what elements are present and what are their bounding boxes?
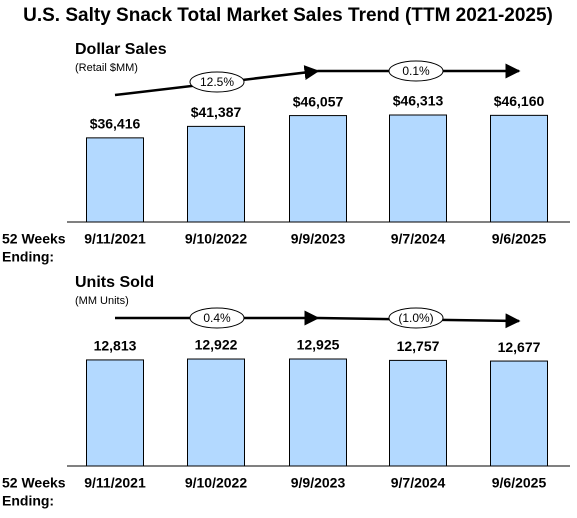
data-label: 12,922	[195, 337, 238, 353]
x-axis-label: Ending:	[2, 249, 54, 265]
chart-title: Units Sold	[75, 274, 154, 291]
annotation: 12.5%	[200, 75, 234, 89]
bar	[86, 137, 144, 223]
chart-subtitle: (MM Units)	[75, 295, 129, 307]
data-label: $41,387	[191, 104, 242, 120]
page-title: U.S. Salty Snack Total Market Sales Tren…	[23, 5, 553, 26]
annotation-oval	[189, 307, 245, 329]
bar	[490, 360, 548, 467]
data-label: 12,677	[498, 339, 541, 355]
data-label: 12,813	[94, 338, 137, 354]
bar	[86, 359, 144, 467]
x-tick-label: 9/7/2024	[391, 475, 446, 491]
data-label: $36,416	[90, 116, 141, 132]
annotation: (1.0%)	[398, 311, 433, 325]
x-tick-label: 9/11/2021	[84, 231, 146, 247]
data-label: 12,757	[397, 338, 440, 354]
x-tick-label: 9/6/2025	[492, 475, 547, 491]
x-axis-label: Ending:	[2, 493, 54, 509]
x-tick-label: 9/6/2025	[492, 231, 547, 247]
bar	[389, 114, 447, 223]
chart-subtitle: (Retail $MM)	[75, 62, 138, 74]
data-label: $46,057	[293, 93, 344, 109]
annotation: 0.1%	[402, 64, 430, 78]
x-tick-label: 9/9/2023	[291, 475, 346, 491]
chart-title: Dollar Sales	[75, 41, 167, 58]
bar	[389, 359, 447, 467]
x-tick-label: 9/11/2021	[84, 475, 146, 491]
x-tick-label: 9/10/2022	[185, 231, 247, 247]
annotation: 0.4%	[203, 311, 231, 325]
bar	[187, 358, 245, 467]
x-tick-label: 9/9/2023	[291, 231, 346, 247]
annotation-oval	[189, 71, 245, 93]
bar	[289, 358, 347, 467]
bar	[289, 115, 347, 223]
data-label: $46,313	[393, 93, 444, 109]
bar	[187, 125, 245, 223]
data-label: $46,160	[494, 93, 545, 109]
x-axis-label: 52 Weeks	[2, 475, 66, 491]
x-axis-label: 52 Weeks	[2, 231, 66, 247]
x-tick-label: 9/7/2024	[391, 231, 446, 247]
x-tick-label: 9/10/2022	[185, 475, 247, 491]
annotation-oval	[388, 307, 444, 329]
annotation-oval	[388, 60, 444, 82]
data-label: 12,925	[297, 337, 340, 353]
bar	[490, 114, 548, 223]
